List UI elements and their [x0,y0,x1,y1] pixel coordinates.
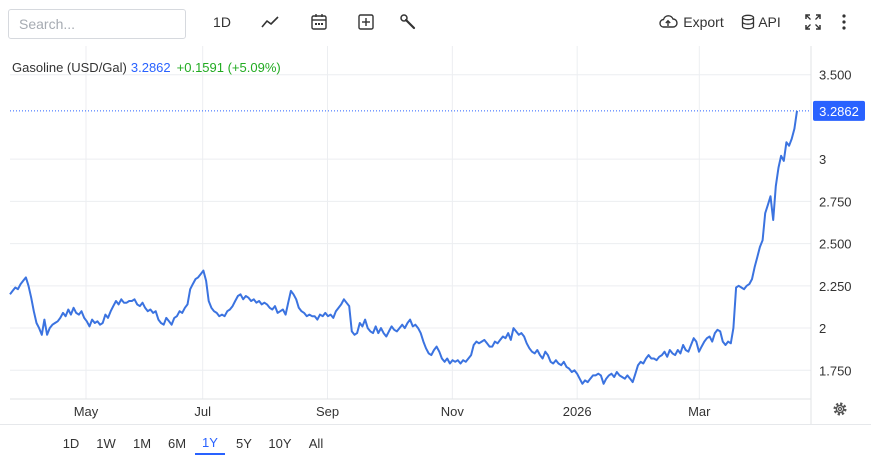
settings-tools-button[interactable] [394,8,422,36]
export-label: Export [683,14,724,30]
x-tick-label: 2026 [563,404,592,419]
toolbar: 1D Export API [0,0,871,46]
range-1m[interactable]: 1M [132,435,152,451]
vertical-gridlines [85,46,700,399]
legend-value: 3.2862 [130,60,171,75]
line-chart-icon [261,16,279,28]
x-tick-label: Mar [688,404,711,419]
y-tick-label: 2.250 [819,279,852,294]
legend-change: +0.1591 (+5.09%) [176,60,281,75]
last-price-tag: 3.2862 [813,100,865,121]
range-1w[interactable]: 1W [96,435,116,451]
y-tick-label: 3.500 [819,68,852,83]
database-icon [742,14,755,30]
gear-icon[interactable] [831,400,849,418]
add-indicator-button[interactable] [352,8,380,36]
chart-legend: Gasoline (USD/Gal) 3.2862 +0.1591 (+5.09%) [12,60,281,75]
chart-area[interactable]: 1.750 2 2.250 2.500 2.750 3 3.500 May Jul Sep Nov… [0,46,871,424]
calendar-icon [311,14,327,30]
wrench-icon [400,14,416,30]
search-input[interactable] [8,9,186,39]
x-tick-label: Nov [441,404,465,419]
y-tick-label: 1.750 [819,363,852,378]
more-options-button[interactable] [834,8,854,36]
x-tick-label: Sep [316,404,339,419]
cloud-upload-icon [659,15,678,28]
x-tick-label: May [74,404,99,419]
y-tick-label: 2 [819,321,826,336]
last-price-tag-text: 3.2862 [819,104,859,119]
price-chart[interactable]: 1.750 2 2.250 2.500 2.750 3 3.500 May Jul Sep Nov… [0,46,871,424]
horizontal-gridlines [10,74,811,371]
y-tick-label: 3 [819,152,826,167]
api-label: API [758,14,781,30]
fullscreen-button[interactable] [801,8,825,36]
y-tick-label: 2.750 [819,194,852,209]
range-1d[interactable]: 1D [62,435,80,451]
interval-label: 1D [213,14,231,30]
x-tick-label: Jul [194,404,211,419]
legend-series-name: Gasoline (USD/Gal) [12,60,127,75]
more-vertical-icon [842,14,846,30]
range-1y[interactable]: 1Y [195,431,225,455]
range-5y[interactable]: 5Y [236,435,252,451]
fullscreen-icon [805,14,821,30]
range-all[interactable]: All [308,435,324,451]
date-range-button[interactable] [305,8,333,36]
y-tick-label: 2.500 [819,237,852,252]
add-indicator-icon [358,14,374,30]
x-axis-tick-labels: May Jul Sep Nov 2026 Mar [74,404,711,419]
range-6m[interactable]: 6M [167,435,187,451]
chart-type-button[interactable] [256,8,284,36]
api-button[interactable]: API [738,8,784,36]
range-bar: 1D 1W 1M 6M 1Y 5Y 10Y All [0,424,871,460]
interval-button[interactable]: 1D [208,8,236,36]
gasoline-price-line [9,110,798,385]
range-10y[interactable]: 10Y [268,435,292,451]
export-button[interactable]: Export [657,8,725,36]
y-axis-tick-labels: 1.750 2 2.250 2.500 2.750 3 3.500 [819,68,852,379]
